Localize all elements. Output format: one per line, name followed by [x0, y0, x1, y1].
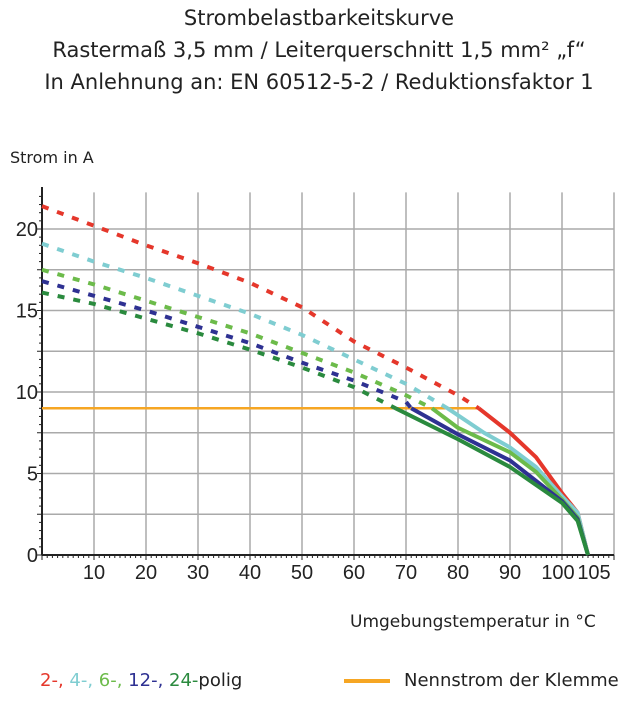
series-line-solid-2	[446, 406, 590, 556]
y-tick-label: 20	[16, 219, 38, 241]
x-tick-label: 105	[577, 562, 610, 584]
y-tick-label: 0	[27, 545, 38, 567]
x-tick-label: 80	[447, 562, 469, 584]
series-line-dotted-1	[41, 204, 480, 410]
x-axis-label: Umgebungstemperatur in °C	[350, 612, 596, 632]
x-tick-label: 30	[187, 562, 209, 584]
x-tick-label: 50	[291, 562, 313, 584]
chart-subtitle-1: Rastermaß 3,5 mm / Leiterquerschnitt 1,5…	[52, 38, 586, 62]
legend-reference: Nennstrom der Klemme	[344, 670, 619, 691]
series-line-solid-5	[394, 406, 590, 556]
legend-item-4: 12-,	[128, 670, 170, 691]
x-tick-label: 40	[239, 562, 261, 584]
legend-suffix: polig	[198, 670, 243, 691]
legend-item-5: 24-	[169, 670, 199, 691]
x-tick-label: 70	[395, 562, 417, 584]
legend-item-3: 6-,	[98, 670, 129, 691]
legend-series: 2-, 4-, 6-, 12-, 24-polig	[40, 670, 242, 691]
x-tick-label: 10	[83, 562, 105, 584]
chart-title: Strombelastbarkeitskurve	[183, 6, 455, 30]
x-tick-label: 90	[499, 562, 521, 584]
y-tick-label: 5	[27, 464, 38, 486]
legend-item-2: 4-,	[69, 670, 99, 691]
x-tick-label: 20	[135, 562, 157, 584]
y-axis-label: Strom in A	[10, 148, 94, 167]
chart-subtitle-2: In Anlehnung an: EN 60512-5-2 / Reduktio…	[44, 70, 594, 94]
series-line-dotted-3	[41, 267, 433, 411]
y-tick-label: 10	[16, 382, 38, 404]
x-tick-label: 100	[541, 562, 574, 584]
x-tick-label: 60	[343, 562, 365, 584]
series-line-dotted-4	[41, 279, 413, 410]
legend-reference-label: Nennstrom der Klemme	[404, 670, 619, 691]
legend-reference-swatch	[344, 678, 390, 683]
series-line-dotted-2	[41, 241, 449, 411]
y-tick-label: 15	[16, 301, 38, 323]
legend-item-1: 2-,	[40, 670, 70, 691]
